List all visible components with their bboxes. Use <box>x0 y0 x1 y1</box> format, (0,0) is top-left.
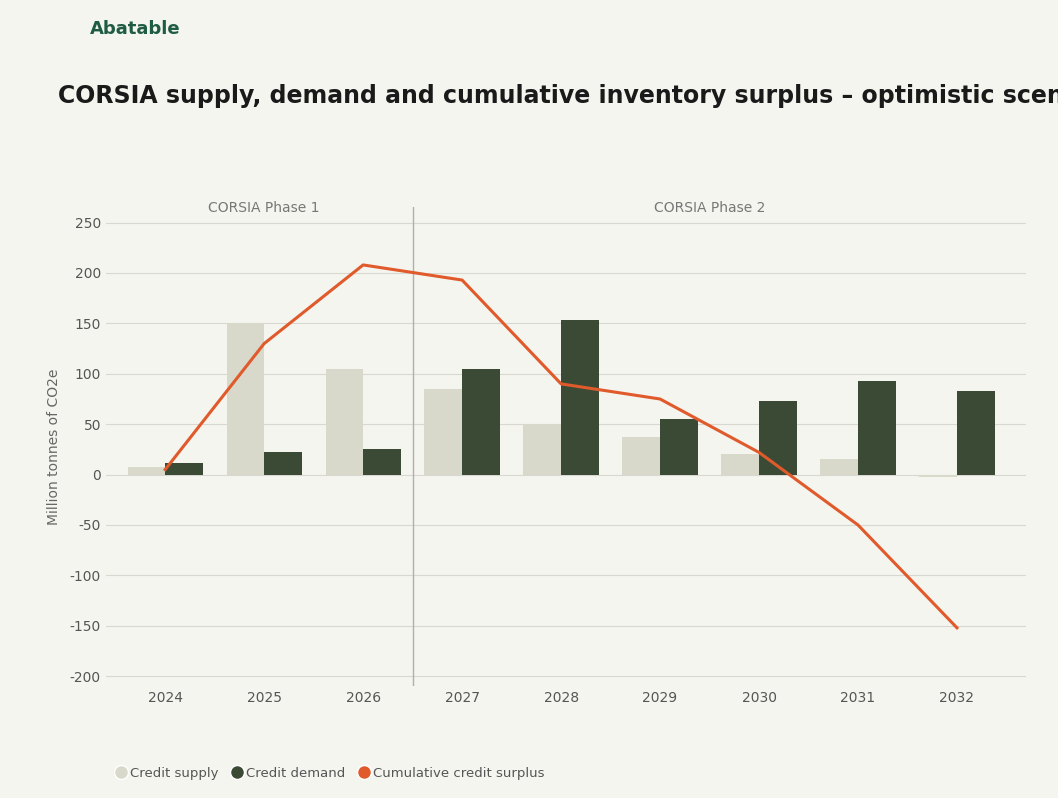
Bar <box>462 369 499 475</box>
Bar <box>759 401 797 475</box>
Bar <box>424 389 462 475</box>
Bar <box>524 425 561 475</box>
Bar <box>326 369 363 475</box>
Bar <box>919 475 957 476</box>
Bar <box>264 452 302 475</box>
Y-axis label: Million tonnes of CO2e: Million tonnes of CO2e <box>48 369 61 525</box>
Text: Abatable: Abatable <box>90 20 181 38</box>
Bar <box>226 323 264 475</box>
Bar <box>820 460 858 475</box>
Bar <box>622 437 660 475</box>
Text: CORSIA Phase 1: CORSIA Phase 1 <box>208 200 320 215</box>
Bar <box>957 391 995 475</box>
Legend: Credit supply, Credit demand, Cumulative credit surplus: Credit supply, Credit demand, Cumulative… <box>112 761 549 785</box>
Bar <box>128 467 165 475</box>
Bar <box>363 449 401 475</box>
Text: CORSIA Phase 2: CORSIA Phase 2 <box>654 200 765 215</box>
Bar <box>722 454 759 475</box>
Bar <box>660 419 697 475</box>
Bar <box>561 320 599 475</box>
Text: CORSIA supply, demand and cumulative inventory surplus – optimistic scenario: CORSIA supply, demand and cumulative inv… <box>58 84 1058 108</box>
Bar <box>165 463 203 475</box>
Bar <box>858 381 896 475</box>
